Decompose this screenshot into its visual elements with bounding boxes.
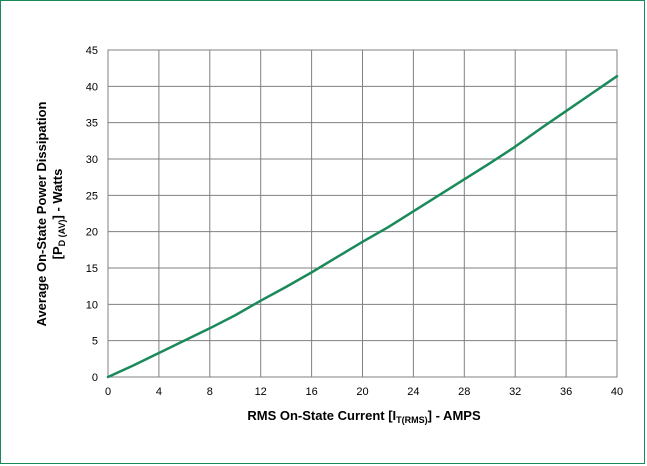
y-axis-title: Average On-State Power Dissipation [PD (… <box>34 101 67 326</box>
x-tick-label: 16 <box>305 386 317 398</box>
x-tick-label: 4 <box>156 386 162 398</box>
y-tick-labels: 0 5 10 15 20 25 30 35 40 45 <box>86 45 98 384</box>
y-tick-label: 35 <box>86 118 98 130</box>
x-tick-label: 28 <box>458 386 470 398</box>
y-tick-label: 25 <box>86 190 98 202</box>
series-line <box>106 74 619 379</box>
x-tick-label: 12 <box>255 386 267 398</box>
y-axis-title-line1: Average On-State Power Dissipation <box>34 101 49 326</box>
y-tick-label: 0 <box>92 372 98 384</box>
grid <box>107 49 618 378</box>
x-tick-label: 24 <box>407 386 419 398</box>
x-tick-label: 36 <box>560 386 572 398</box>
x-tick-label: 40 <box>611 386 623 398</box>
y-tick-label: 5 <box>92 336 98 348</box>
y-tick-label: 45 <box>86 45 98 57</box>
x-tick-label: 20 <box>356 386 368 398</box>
x-tick-label: 0 <box>105 386 111 398</box>
y-tick-label: 10 <box>86 299 98 311</box>
x-axis-title: RMS On-State Current [IT(RMS)] - AMPS <box>247 408 481 425</box>
y-axis-title-line2: [PD (AV)] - Watts <box>50 169 67 260</box>
y-tick-label: 30 <box>86 154 98 166</box>
x-tick-labels: 0 4 8 12 16 20 24 28 32 36 40 <box>105 386 623 398</box>
y-tick-label: 15 <box>86 263 98 275</box>
y-tick-label: 20 <box>86 227 98 239</box>
plot-area <box>107 49 618 378</box>
y-tick-label: 40 <box>86 81 98 93</box>
x-tick-label: 8 <box>207 386 213 398</box>
x-tick-label: 32 <box>509 386 521 398</box>
